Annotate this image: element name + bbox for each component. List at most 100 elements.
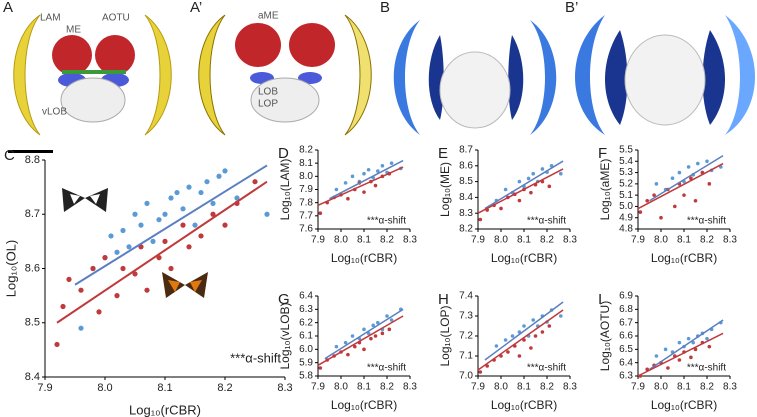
x-tick-label: 8.0 <box>494 235 508 246</box>
y-tick-label: 6.9 <box>619 291 633 302</box>
structure-label: aME <box>258 11 279 22</box>
data-point <box>162 238 168 244</box>
data-point <box>663 347 668 352</box>
panel-letter: G <box>278 291 290 308</box>
data-point <box>689 176 693 181</box>
x-tick-label: 8.2 <box>540 382 554 393</box>
data-point <box>346 196 350 201</box>
x-tick-label: 8.2 <box>700 235 714 246</box>
data-point <box>705 159 709 164</box>
data-point <box>686 336 691 341</box>
data-point <box>150 238 156 244</box>
data-point <box>387 327 392 332</box>
data-point <box>691 340 695 345</box>
data-point <box>506 350 510 354</box>
data-point <box>362 347 366 352</box>
data-point <box>366 167 371 172</box>
x-tick-label: 8.3 <box>403 382 417 393</box>
data-point <box>638 210 643 214</box>
data-point <box>652 193 656 197</box>
y-tick-label: 5.3 <box>619 167 633 178</box>
y-tick-label: 8.1 <box>299 158 313 169</box>
data-point <box>174 189 180 196</box>
data-point <box>677 170 682 175</box>
y-tick-label: 4.9 <box>619 212 633 223</box>
x-tick-label: 8.0 <box>494 382 508 393</box>
data-point <box>696 161 700 166</box>
data-point <box>682 193 686 197</box>
fit-line <box>484 160 564 210</box>
panel-letter: H <box>438 291 449 308</box>
data-point <box>162 211 168 217</box>
fit-line <box>477 168 564 214</box>
data-point <box>517 179 522 184</box>
data-point <box>186 244 192 250</box>
data-point <box>180 222 186 228</box>
data-point <box>318 366 323 370</box>
fit-line <box>56 180 268 324</box>
y-tick-label: 8.6 <box>25 262 40 274</box>
data-point <box>654 182 659 186</box>
x-axis-label: Log₁₀(rCBR) <box>651 398 717 412</box>
data-point <box>677 340 682 345</box>
x-tick-label: 8.2 <box>380 235 394 246</box>
data-point <box>102 255 108 261</box>
data-point <box>666 366 670 370</box>
y-tick-label: 5.0 <box>619 201 633 212</box>
data-point <box>673 204 677 209</box>
y-tick-label: 7.7 <box>299 210 313 221</box>
data-point <box>156 217 162 223</box>
y-axis-label: Log₁₀(LOP) <box>438 305 452 366</box>
data-point <box>547 324 552 328</box>
fit-line <box>324 308 404 360</box>
y-tick-label: 5.5 <box>619 145 633 156</box>
y-tick-label: 8.7 <box>459 145 473 156</box>
data-point <box>373 334 378 338</box>
data-point <box>132 211 138 217</box>
x-tick-label: 7.9 <box>471 382 485 393</box>
x-tick-label: 7.9 <box>631 382 645 393</box>
data-point <box>529 190 533 195</box>
panel-letter: B <box>380 0 390 16</box>
data-point <box>144 200 150 206</box>
panel-letter: A <box>3 0 13 16</box>
data-point <box>559 314 563 318</box>
data-point <box>693 198 698 203</box>
x-tick-label: 8.2 <box>700 382 714 393</box>
data-point <box>350 334 355 338</box>
x-tick-label: 7.9 <box>37 382 52 394</box>
data-point <box>168 195 174 201</box>
data-point <box>198 233 204 239</box>
y-tick-label: 8.8 <box>25 154 40 166</box>
y-axis-label: Log₁₀(LAM) <box>278 159 292 221</box>
y-tick-label: 8.4 <box>459 192 473 203</box>
x-tick-label: 7.9 <box>311 382 325 393</box>
data-point <box>531 318 535 322</box>
data-point <box>66 276 72 282</box>
data-point <box>156 255 162 261</box>
data-point <box>216 173 222 179</box>
data-point <box>78 287 84 293</box>
y-tick-label: 8.3 <box>459 208 473 219</box>
annotation: ***α-shift <box>230 350 281 365</box>
x-tick-label: 8.2 <box>540 235 554 246</box>
fit-line <box>329 159 404 200</box>
y-tick-label: 6.7 <box>619 317 633 328</box>
y-tick-label: 7.4 <box>459 291 473 302</box>
y-tick-label: 6.0 <box>299 344 313 355</box>
data-point <box>485 364 490 368</box>
y-tick-label: 7.0 <box>459 371 473 382</box>
y-tick-label: 5.2 <box>619 178 633 189</box>
data-point <box>192 222 198 228</box>
fit-line <box>649 155 724 202</box>
data-point <box>90 265 96 272</box>
data-point <box>540 167 545 171</box>
data-point <box>380 164 385 168</box>
data-point <box>670 176 675 181</box>
data-point <box>210 211 216 217</box>
y-axis-label: Log₁₀(AOTU) <box>598 301 612 371</box>
y-tick-label: 8.4 <box>25 371 40 383</box>
data-point <box>494 344 499 348</box>
x-tick-label: 8.0 <box>334 382 348 393</box>
data-point <box>705 336 709 341</box>
